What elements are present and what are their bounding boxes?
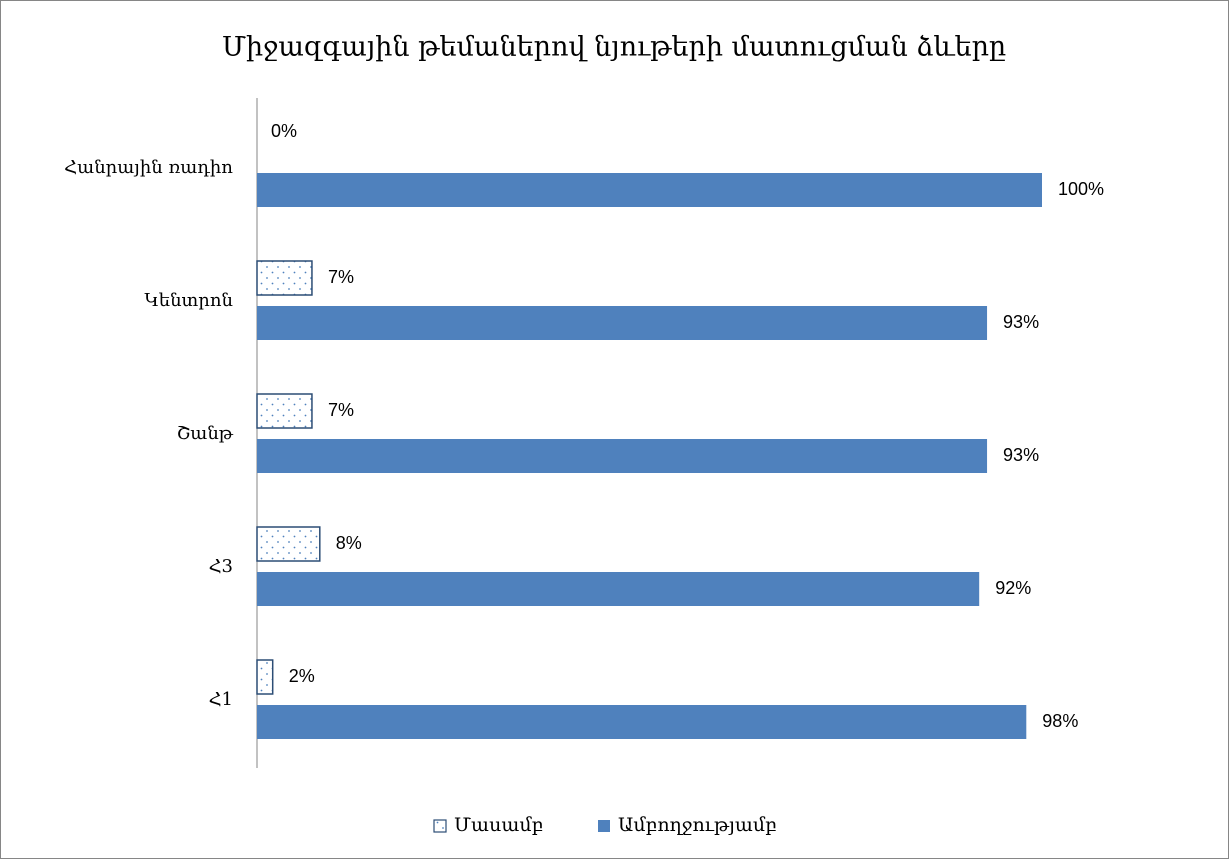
y-tick-label: Հ3 bbox=[209, 556, 233, 577]
bar bbox=[257, 439, 988, 473]
legend-label: Մասամբ bbox=[454, 814, 543, 836]
bar bbox=[257, 705, 1027, 739]
y-tick-label: Կենտրոն bbox=[144, 290, 233, 311]
data-label: 0% bbox=[271, 121, 297, 141]
bar bbox=[257, 173, 1042, 207]
y-tick-label: Շանթ bbox=[177, 423, 234, 444]
y-tick-label: Հ1 bbox=[209, 689, 233, 710]
data-label: 7% bbox=[328, 400, 354, 420]
bar bbox=[257, 306, 988, 340]
bar bbox=[256, 260, 313, 296]
data-label: 100% bbox=[1058, 179, 1104, 199]
data-label: 2% bbox=[289, 666, 315, 686]
data-label: 8% bbox=[336, 533, 362, 553]
data-label: 98% bbox=[1042, 711, 1078, 731]
bar bbox=[256, 526, 321, 562]
data-label: 93% bbox=[1003, 312, 1039, 332]
data-label: 93% bbox=[1003, 445, 1039, 465]
chart-title: Միջազգային թեմաներով նյութերի մատուցման … bbox=[222, 32, 1006, 63]
data-label: 7% bbox=[328, 267, 354, 287]
bar bbox=[256, 659, 274, 695]
bar bbox=[257, 572, 980, 606]
legend-swatch bbox=[433, 819, 447, 833]
legend-swatch bbox=[598, 820, 610, 832]
y-tick-label: Հանրային ռադիո bbox=[64, 157, 233, 178]
legend-label: Ամբողջությամբ bbox=[618, 814, 777, 836]
data-label: 92% bbox=[995, 578, 1031, 598]
bar bbox=[256, 393, 313, 429]
